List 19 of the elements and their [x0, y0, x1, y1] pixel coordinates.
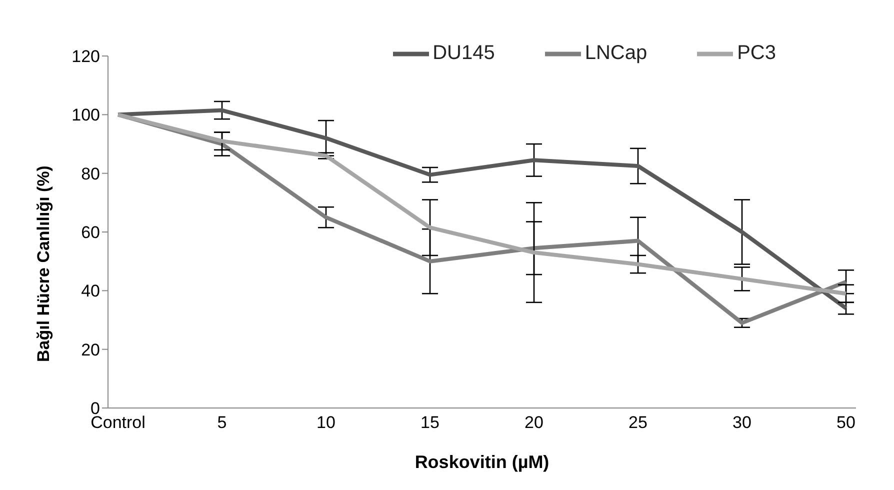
x-tick-label: 10	[316, 413, 336, 432]
x-tick-label: 25	[628, 413, 648, 432]
x-tick-label: 30	[732, 413, 752, 432]
x-tick-label: 20	[524, 413, 544, 432]
y-tick-label: 60	[81, 223, 100, 242]
y-tick-label: 100	[72, 106, 100, 125]
x-tick-label: 15	[420, 413, 440, 432]
legend-label: LNCap	[584, 42, 648, 64]
y-axis-title: Bağıl Hücre Canlılığı (%)	[34, 166, 54, 362]
legend-label: PC3	[737, 42, 776, 64]
y-tick-label: 80	[81, 164, 100, 184]
legend-label: DU145	[432, 42, 495, 64]
x-tick-label: Control	[90, 413, 146, 432]
x-tick-label: 50	[836, 413, 856, 432]
y-tick-label: 120	[72, 47, 100, 66]
x-tick-label: 5	[217, 413, 227, 432]
y-tick-label: 40	[81, 282, 100, 301]
y-tick-label: 20	[81, 340, 100, 360]
x-axis-title: Roskovitin (µM)	[414, 452, 550, 472]
